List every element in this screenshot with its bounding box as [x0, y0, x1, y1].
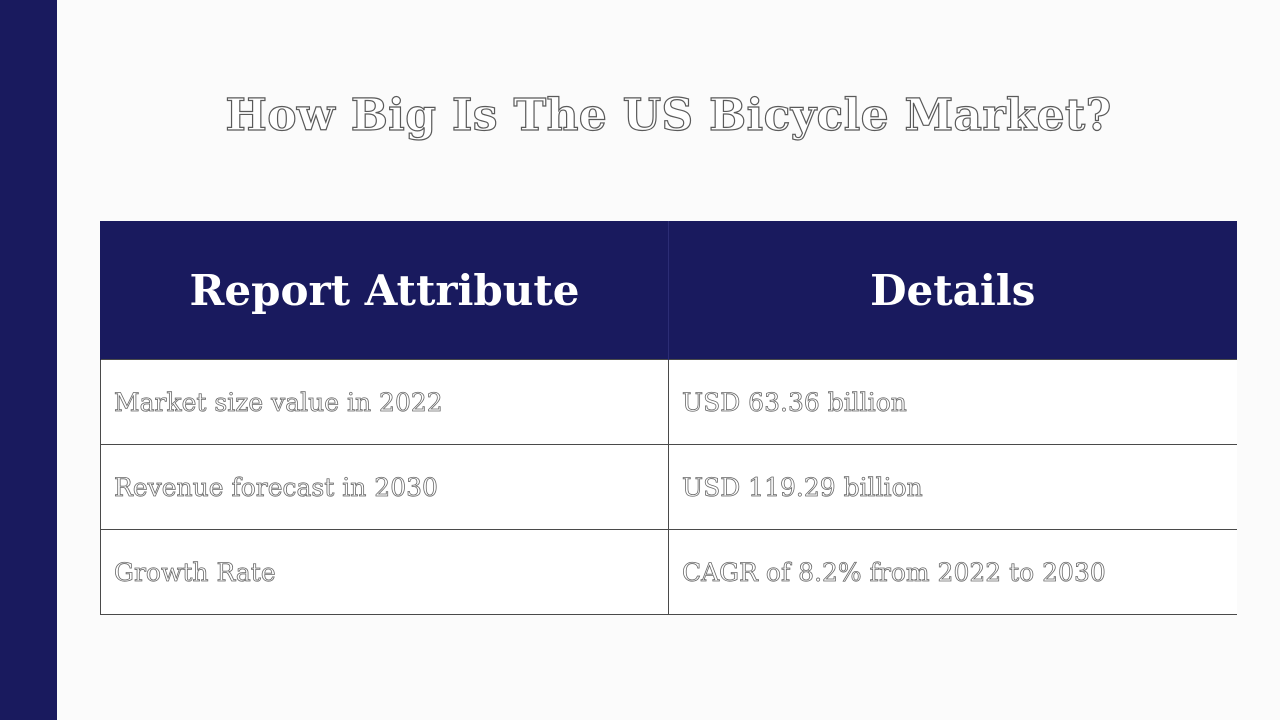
report-table: Report Attribute Details Market size val…: [100, 221, 1237, 615]
header-report-attribute: Report Attribute: [100, 221, 669, 360]
attribute-cell: Revenue forecast in 2030: [100, 444, 669, 530]
table-row: Revenue forecast in 2030 USD 119.29 bill…: [100, 444, 1237, 530]
table-header-row: Report Attribute Details: [100, 221, 1237, 360]
left-accent-bar: [0, 0, 57, 720]
details-cell: USD 119.29 billion: [668, 444, 1237, 530]
details-cell: USD 63.36 billion: [668, 359, 1237, 445]
page-title: How Big Is The US Bicycle Market?: [225, 89, 1112, 141]
details-cell: CAGR of 8.2% from 2022 to 2030: [668, 529, 1237, 615]
attribute-cell: Growth Rate: [100, 529, 669, 615]
table-row: Growth Rate CAGR of 8.2% from 2022 to 20…: [100, 529, 1237, 615]
table-row: Market size value in 2022 USD 63.36 bill…: [100, 359, 1237, 445]
header-details: Details: [668, 221, 1237, 360]
attribute-cell: Market size value in 2022: [100, 359, 669, 445]
